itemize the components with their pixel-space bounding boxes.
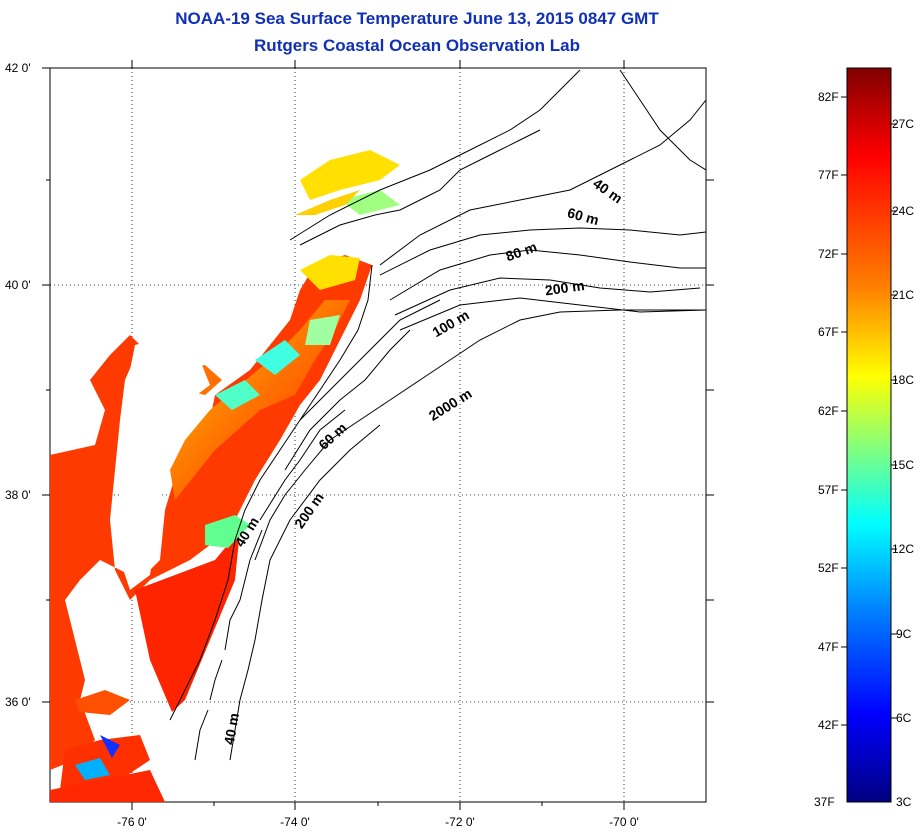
cb-c-24: 24C — [892, 204, 914, 218]
lon-label-76: -76 0' — [117, 815, 147, 829]
cb-f-57: 57F — [818, 483, 839, 497]
colorbar-fahrenheit-labels: 82F 77F 72F 67F 62F 57F 52F 47F 42F 37F — [814, 90, 839, 809]
cb-c-18: 18C — [892, 373, 914, 387]
bathymetry-contours — [169, 69, 706, 761]
lon-label-74: -74 0' — [280, 815, 310, 829]
depth-label-40m-south: 40 m — [221, 712, 242, 746]
longitude-labels: -76 0' -74 0' -72 0' -70 0' — [117, 815, 639, 829]
lat-label-40: 40 0' — [5, 278, 31, 292]
lat-label-38: 38 0' — [5, 488, 31, 502]
cb-f-82: 82F — [818, 90, 839, 104]
cb-f-62: 62F — [818, 404, 839, 418]
colorbar — [846, 67, 892, 803]
cb-f-42: 42F — [818, 718, 839, 732]
colorbar-celsius-labels: 27C 24C 21C 18C 15C 12C 9C 6C 3C — [892, 117, 914, 809]
depth-label-60m-north: 60 m — [566, 204, 601, 228]
depth-label-200m-north: 200 m — [544, 277, 586, 298]
cb-f-77: 77F — [818, 168, 839, 182]
axis-ticks — [42, 60, 714, 810]
lon-label-70: -70 0' — [609, 815, 639, 829]
cb-c-21: 21C — [892, 288, 914, 302]
cb-f-47: 47F — [818, 640, 839, 654]
map-title: NOAA-19 Sea Surface Temperature June 13,… — [175, 9, 659, 28]
cb-f-72: 72F — [818, 247, 839, 261]
cb-f-52: 52F — [818, 561, 839, 575]
cb-c-15: 15C — [892, 458, 914, 472]
cb-f-37: 37F — [814, 795, 835, 809]
cb-c-27: 27C — [892, 117, 914, 131]
cb-f-67: 67F — [818, 325, 839, 339]
cb-c-3: 3C — [896, 795, 912, 809]
cb-c-12: 12C — [892, 542, 914, 556]
sst-layer — [50, 150, 400, 802]
cb-c-6: 6C — [896, 711, 912, 725]
lat-label-36: 36 0' — [5, 695, 31, 709]
graticule — [50, 68, 706, 802]
cb-c-9: 9C — [896, 627, 912, 641]
latitude-labels: 42 0' 40 0' 38 0' 36 0' — [5, 61, 31, 709]
lat-label-42: 42 0' — [5, 61, 31, 75]
map-subtitle: Rutgers Coastal Ocean Observation Lab — [254, 36, 580, 55]
lon-label-72: -72 0' — [445, 815, 475, 829]
colorbar-ticks — [841, 96, 897, 726]
